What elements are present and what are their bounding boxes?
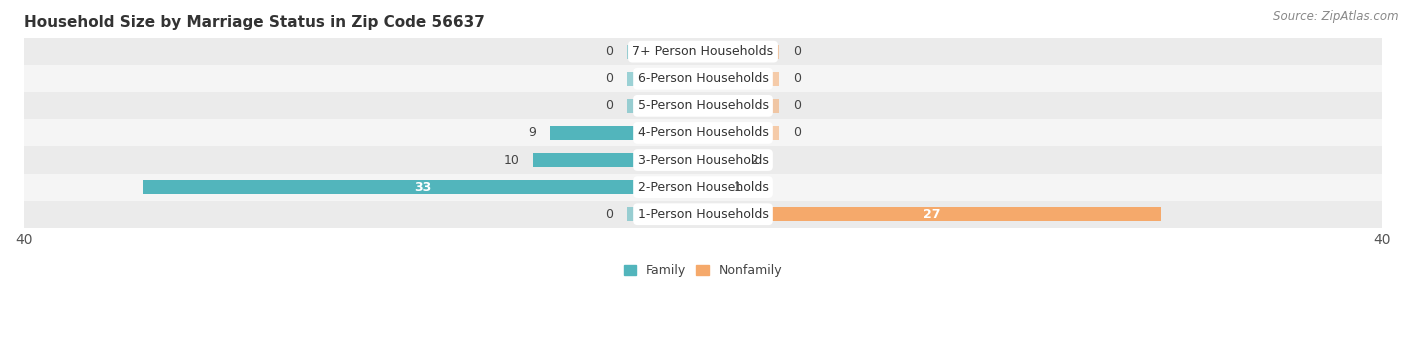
Text: 33: 33 <box>415 181 432 194</box>
Bar <box>627 99 703 113</box>
Text: 4-Person Households: 4-Person Households <box>637 127 769 139</box>
Bar <box>24 92 1382 119</box>
Bar <box>24 174 1382 201</box>
Text: 0: 0 <box>793 127 801 139</box>
Bar <box>703 45 779 59</box>
Bar <box>703 72 779 86</box>
Bar <box>24 147 1382 174</box>
Text: 10: 10 <box>503 153 520 166</box>
Text: 0: 0 <box>793 99 801 112</box>
Text: 0: 0 <box>793 72 801 85</box>
Bar <box>703 153 737 167</box>
Text: 9: 9 <box>529 127 537 139</box>
Bar <box>142 180 703 194</box>
Text: 7+ Person Households: 7+ Person Households <box>633 45 773 58</box>
Text: 0: 0 <box>605 208 613 221</box>
Text: 6-Person Households: 6-Person Households <box>637 72 769 85</box>
Bar <box>703 207 1161 221</box>
Bar <box>550 126 703 140</box>
Legend: Family, Nonfamily: Family, Nonfamily <box>619 259 787 282</box>
Text: 0: 0 <box>793 45 801 58</box>
Text: 0: 0 <box>605 99 613 112</box>
Text: Source: ZipAtlas.com: Source: ZipAtlas.com <box>1274 10 1399 23</box>
Text: 0: 0 <box>605 45 613 58</box>
Text: 1-Person Households: 1-Person Households <box>637 208 769 221</box>
Text: 1: 1 <box>734 181 741 194</box>
Bar <box>703 180 720 194</box>
Bar <box>703 99 779 113</box>
Bar <box>24 38 1382 65</box>
Text: Household Size by Marriage Status in Zip Code 56637: Household Size by Marriage Status in Zip… <box>24 15 485 30</box>
Bar <box>533 153 703 167</box>
Bar <box>24 65 1382 92</box>
Text: 5-Person Households: 5-Person Households <box>637 99 769 112</box>
Bar <box>627 72 703 86</box>
Bar <box>24 201 1382 228</box>
Bar <box>627 45 703 59</box>
Text: 3-Person Households: 3-Person Households <box>637 153 769 166</box>
Bar <box>627 207 703 221</box>
Text: 2: 2 <box>751 153 758 166</box>
Bar <box>703 126 779 140</box>
Bar <box>24 119 1382 147</box>
Text: 27: 27 <box>924 208 941 221</box>
Text: 2-Person Households: 2-Person Households <box>637 181 769 194</box>
Text: 0: 0 <box>605 72 613 85</box>
